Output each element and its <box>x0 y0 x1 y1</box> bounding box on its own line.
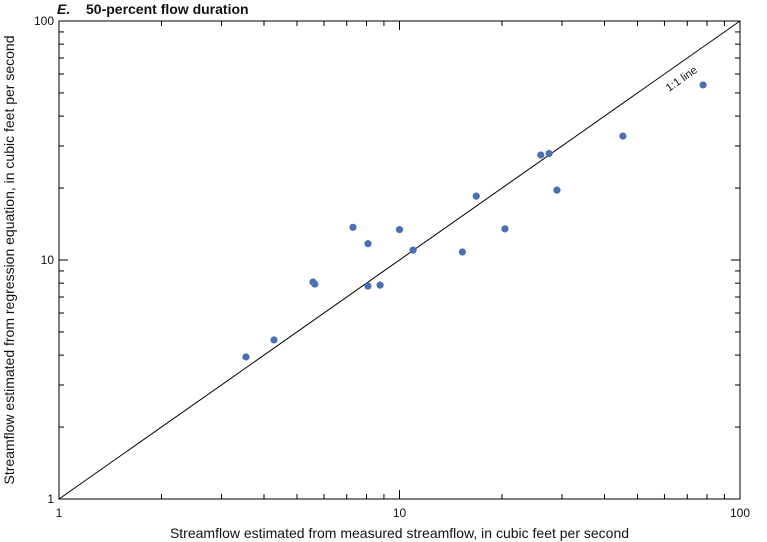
data-point <box>619 132 627 140</box>
data-point <box>311 280 319 288</box>
data-points <box>242 81 707 361</box>
data-point <box>364 240 372 248</box>
data-point <box>458 248 466 256</box>
y-tick-label: 100 <box>34 14 54 28</box>
data-point <box>349 223 357 231</box>
x-tick-label: 100 <box>730 506 750 520</box>
data-point <box>409 246 417 254</box>
data-point <box>364 282 372 290</box>
data-point <box>242 353 250 361</box>
data-point <box>537 151 545 159</box>
tick-labels: 1 10 100 1 10 100 <box>34 14 750 520</box>
data-point <box>376 281 384 289</box>
data-point <box>472 192 480 200</box>
one-to-one-line-label: 1:1 line <box>664 64 700 94</box>
x-tick-label: 1 <box>56 506 63 520</box>
y-tick-label: 10 <box>41 253 55 267</box>
axis-ticks <box>58 20 741 500</box>
panel-label: E. <box>57 1 70 17</box>
y-axis-label: Streamflow estimated from regression equ… <box>1 35 17 484</box>
x-axis-label: Streamflow estimated from measured strea… <box>170 525 629 541</box>
data-point <box>545 149 553 158</box>
one-to-one-line <box>58 20 741 500</box>
chart-title: 50-percent flow duration <box>86 1 249 17</box>
data-point <box>270 336 278 344</box>
data-point <box>553 186 561 194</box>
y-tick-label: 1 <box>47 492 54 506</box>
data-point <box>501 225 509 233</box>
x-tick-label: 10 <box>393 506 407 520</box>
data-point <box>699 81 707 89</box>
data-point <box>395 226 404 234</box>
